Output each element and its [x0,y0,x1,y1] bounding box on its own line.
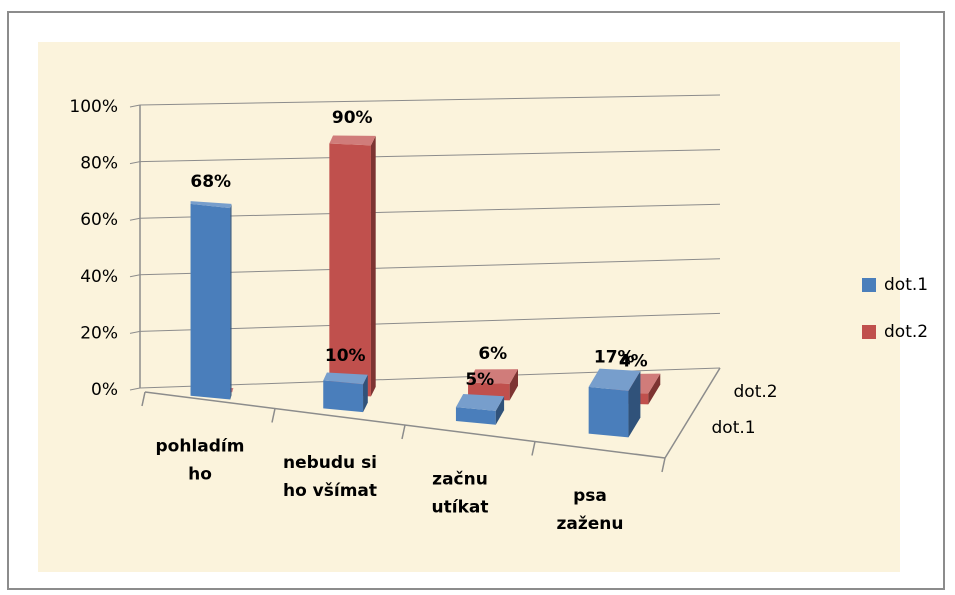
bar-face [509,369,518,401]
depth-label: dot.1 [712,418,756,438]
bar-face [190,201,232,209]
bar-face [370,135,376,397]
value-label: 17% [594,347,635,367]
value-label: 90% [332,108,373,128]
grid-line [139,258,721,276]
y-tick [129,161,141,165]
bar-face [648,373,661,405]
bar [455,394,505,425]
bar-face [588,368,641,391]
legend-label: dot.2 [884,322,928,342]
bar-face [468,369,518,384]
grid-line [139,203,721,219]
y-tick-label: 40% [80,267,118,287]
value-label: 5% [465,370,494,390]
value-label: 4% [619,351,648,371]
x-tick-label: začnu [432,469,488,489]
bar-face [230,203,232,400]
bar-face [455,394,505,411]
depth-label: dot.2 [734,382,778,402]
axis-line [664,367,721,459]
value-label: 6% [478,344,507,364]
x-tick-label: nebudu si [283,453,377,473]
x-tick-label: ho [188,464,212,484]
axis-line [271,408,276,423]
axis-line [141,391,146,407]
value-label: 10% [325,346,366,366]
y-tick [129,104,141,108]
bar-face [363,374,368,413]
y-tick [129,217,141,221]
x-tick-label: psa [573,486,607,506]
grid-line [139,312,721,332]
bar [588,368,641,438]
y-tick-label: 60% [80,210,118,230]
bar-face [628,371,641,438]
bar [329,135,376,397]
value-label: 68% [190,172,231,192]
grid-line [139,149,721,163]
legend-label: dot.1 [884,275,928,295]
plot-area [38,42,900,572]
x-tick-label: utíkat [432,497,489,517]
x-tick-label: ho všímat [283,481,377,501]
legend-swatch [862,278,876,292]
bar-face [323,380,364,413]
bar-face [329,135,376,146]
y-tick [129,274,141,278]
y-tick [129,387,141,391]
y-tick-label: 100% [69,97,118,117]
axis-line [401,424,406,440]
y-tick-label: 0% [91,380,118,400]
x-tick-label: pohladím [156,436,245,456]
bar-face [329,143,371,397]
y-tick-label: 20% [80,323,118,343]
grid-line [139,94,721,106]
bar-face [588,386,629,438]
axis-line [661,457,666,473]
bar-face [323,372,368,385]
bar-face [455,407,496,425]
legend-swatch [862,325,876,339]
y-tick-label: 80% [80,154,118,174]
y-tick [129,330,141,334]
bar-face [495,396,505,425]
bar [190,201,232,400]
axis-line [531,441,536,456]
bar [323,372,368,413]
bar-face [190,203,231,400]
x-tick-label: zaženu [557,514,624,534]
